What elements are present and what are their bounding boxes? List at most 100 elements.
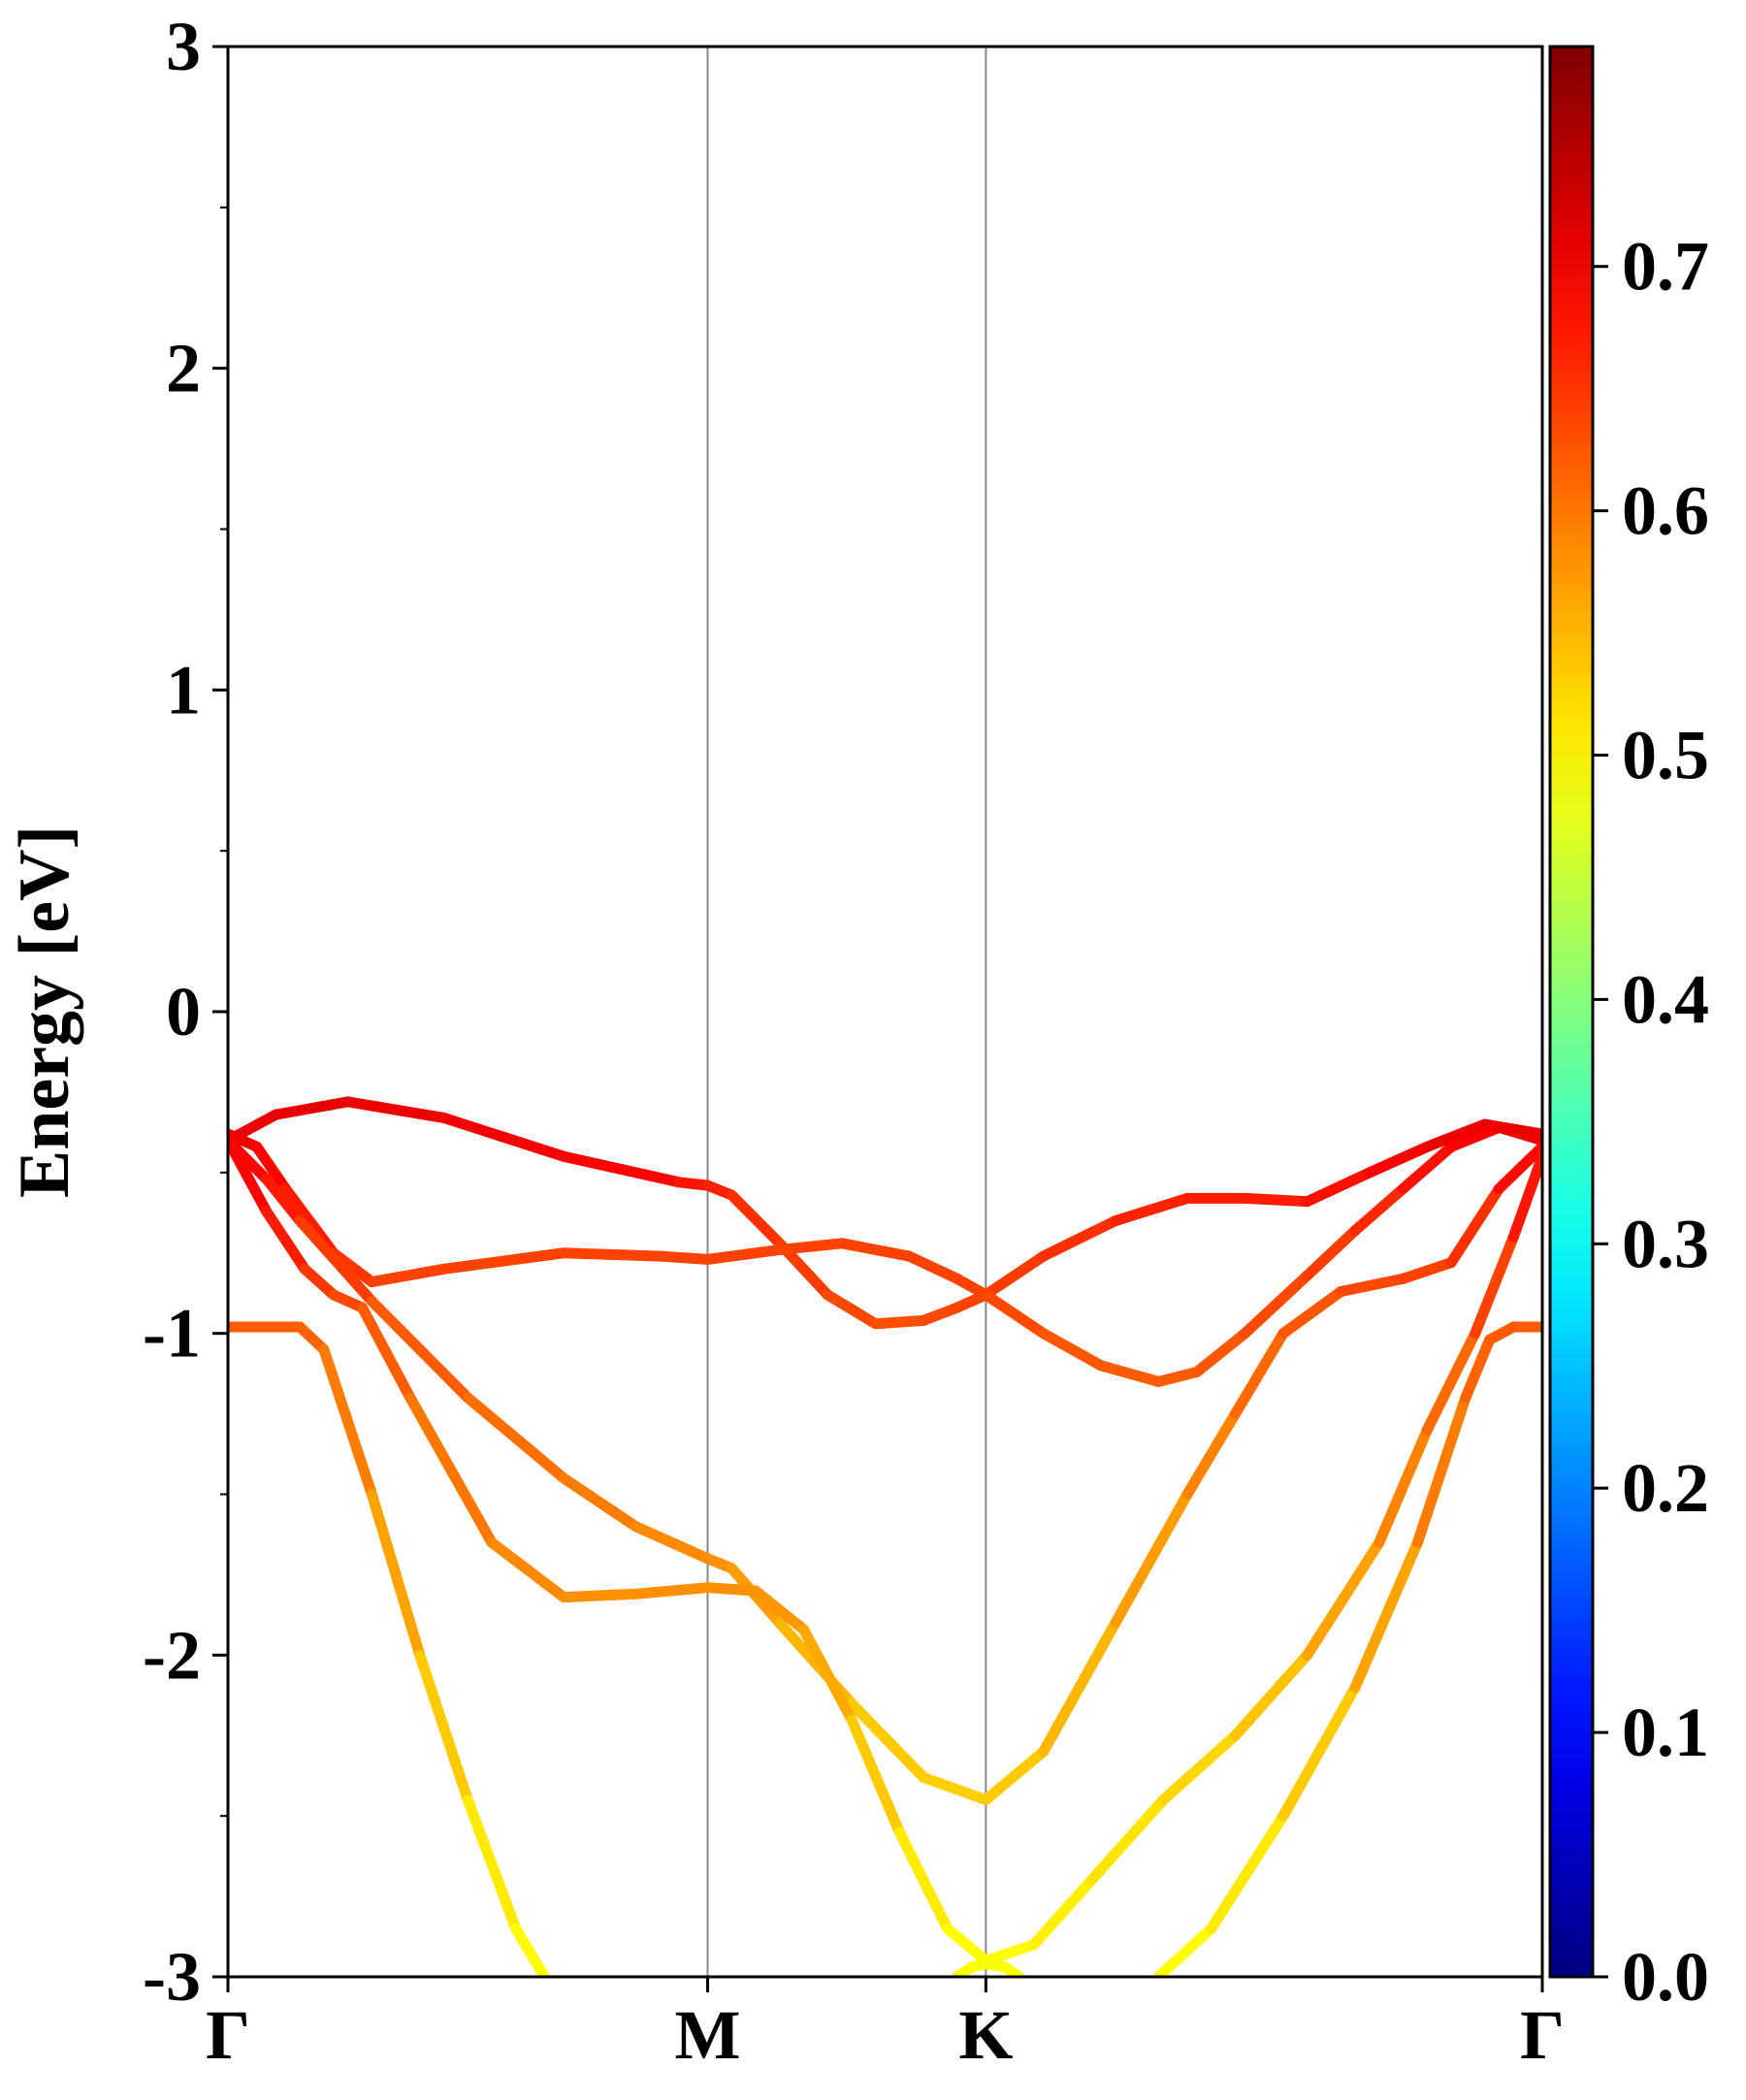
band [1152,1321,1542,1977]
band-segment [462,1392,569,1484]
band-segment [1493,1141,1542,1194]
band-segment [1460,1334,1496,1404]
colorbar-tick-label: 0.6 [1622,472,1709,550]
band-lines [228,1096,1542,1977]
band-segment [414,1649,473,1806]
band-segment [870,1314,929,1330]
band-segment [630,1521,714,1565]
colorbar-tick-label: 0.3 [1622,1205,1709,1282]
band-segment [726,1189,786,1249]
band-segment [366,1489,426,1661]
x-tick-label: Γ [206,1996,250,2074]
band-segment [797,1624,857,1726]
band-segment [1335,1273,1409,1298]
band-segment [1085,1794,1169,1886]
band-segment [1398,1257,1457,1284]
band-segment [1206,1810,1289,1934]
band-segment [1445,1121,1504,1152]
band-segment [1028,1875,1097,1951]
band-segment [1191,1328,1250,1377]
band-segment [952,1273,991,1301]
band-segment [1277,1286,1346,1340]
x-tick-label: M [675,1996,741,2074]
band-segment [1302,1167,1375,1208]
band-segment [356,1302,416,1404]
high-symmetry-lines [706,47,987,1977]
band-segment [630,1582,714,1599]
band-segment [1470,1231,1519,1340]
band [228,1135,1542,1966]
band-segment [1507,1150,1542,1243]
band-segment [1411,1392,1471,1548]
band-segment [893,1826,954,1934]
band-segment [1038,1617,1121,1758]
band-segment [702,1582,761,1597]
band-segment [1239,1270,1313,1340]
band-segment [846,1697,929,1783]
band-segment [558,1150,685,1188]
colorbar-tick-label: 0.5 [1622,717,1709,794]
band-segment [702,1244,786,1265]
band-segment [438,1247,569,1275]
band-segment [270,1096,354,1120]
band-segment [846,1714,905,1838]
y-tick-label: 3 [166,8,201,85]
band [228,1135,1542,1806]
band-segment [486,1536,569,1603]
band-segment [1445,1182,1504,1269]
band-segment [1493,1121,1542,1147]
band [228,1321,550,1977]
y-axis-label: Energy [eV] [5,825,84,1198]
band-segment [654,1250,714,1265]
band-segment [1230,1649,1313,1741]
band-segment [251,1141,291,1194]
band-segment [980,1746,1050,1806]
band-segment [1398,1141,1457,1194]
band [228,1121,1542,1387]
band-segment [1349,1536,1423,1693]
x-tick-label: Γ [1520,1996,1565,2074]
colorbar-tick-label: 0.4 [1622,960,1709,1038]
band-segment [404,1392,498,1548]
band-segment [318,1343,377,1500]
band-segment [980,1289,1050,1340]
band [952,1958,1025,1977]
colorbar-tick-label: 0.7 [1622,228,1709,306]
band-segment [750,1585,809,1635]
band-segment [1374,1424,1433,1548]
band-segment [980,1250,1050,1301]
band-segment [1230,1328,1289,1420]
band-segment [558,1588,641,1603]
band-segment [438,1112,569,1162]
band-segment [342,1096,450,1123]
band-segment [1421,1328,1481,1436]
band-segment [1349,1182,1409,1237]
band-segment [999,1961,1025,1977]
band-segment [1038,1215,1121,1262]
band-segment [366,1263,450,1288]
band-segment [774,1238,848,1255]
band-segment [1110,1489,1193,1629]
band-segment [1157,1729,1242,1806]
band-segment [836,1238,915,1262]
band-segment [1038,1328,1107,1372]
band-segment [980,1939,1040,1966]
band-segment [558,1472,641,1533]
band-segment [1110,1192,1193,1227]
band-segment [261,1206,310,1275]
colorbar [1548,45,1595,1979]
band-segment [462,1794,522,1934]
band-segment [1095,1360,1164,1387]
band-segment [558,1247,665,1262]
y-tick-label: -3 [143,1938,201,2016]
band-segment [366,1296,473,1404]
colorbar-tick-label: 0.1 [1622,1694,1709,1771]
band-segment [1302,1536,1385,1661]
band-segment [294,1215,377,1307]
band-segment [510,1922,550,1977]
y-tick-label: -1 [143,1295,201,1373]
band-segment [1364,1141,1433,1179]
band-segment [1152,1922,1217,1977]
